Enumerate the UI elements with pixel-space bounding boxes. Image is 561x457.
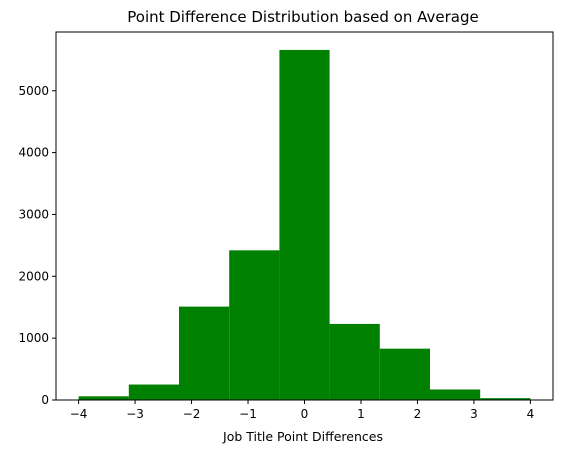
x-tick-label: −3 bbox=[126, 407, 144, 421]
y-tick-label: 2000 bbox=[18, 269, 49, 283]
y-tick-label: 5000 bbox=[18, 84, 49, 98]
y-tick-label: 4000 bbox=[18, 146, 49, 160]
histogram-bar-9 bbox=[480, 398, 531, 400]
x-tick-label: −2 bbox=[183, 407, 201, 421]
histogram-bar-1 bbox=[78, 396, 129, 400]
x-tick-label: 0 bbox=[301, 407, 309, 421]
x-tick-label: 4 bbox=[527, 407, 535, 421]
x-tick-label: −1 bbox=[239, 407, 257, 421]
x-tick-label: 3 bbox=[470, 407, 478, 421]
x-tick-label: 2 bbox=[414, 407, 422, 421]
plot-frame bbox=[55, 31, 554, 401]
y-tick-label: 0 bbox=[41, 393, 49, 407]
bars-layer bbox=[78, 49, 531, 401]
histogram-bar-6 bbox=[329, 323, 380, 400]
x-axis-label: Job Title Point Differences bbox=[222, 429, 383, 444]
y-axis-ticks: 0 1000 2000 3000 4000 5000 bbox=[18, 84, 56, 407]
x-axis-ticks: −4 −3 −2 −1 0 1 2 3 4 bbox=[70, 400, 534, 421]
histogram-bar-2 bbox=[128, 384, 180, 400]
y-tick-label: 1000 bbox=[18, 331, 49, 345]
x-tick-label: −4 bbox=[70, 407, 88, 421]
histogram-bar-3 bbox=[179, 306, 230, 400]
histogram-bar-7 bbox=[379, 348, 430, 400]
histogram-bar-8 bbox=[429, 389, 481, 400]
y-tick-label: 3000 bbox=[18, 207, 49, 221]
histogram-bar-5 bbox=[279, 49, 330, 401]
x-tick-label: 1 bbox=[357, 407, 365, 421]
chart-title: Point Difference Distribution based on A… bbox=[127, 8, 478, 26]
histogram-bar-4 bbox=[229, 250, 280, 400]
